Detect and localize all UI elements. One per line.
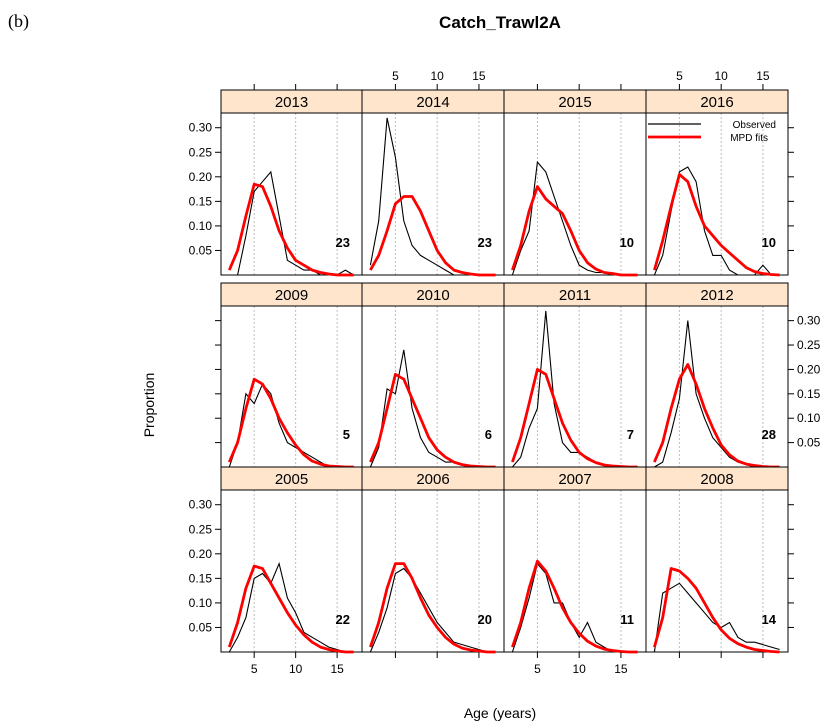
- y-tick-label: 0.10: [797, 411, 821, 425]
- fit-line-2010: [369, 372, 496, 469]
- panel-frame-2008: [645, 489, 789, 653]
- fit-line-2011: [511, 367, 638, 469]
- fit-line-2005: [227, 564, 354, 654]
- panel-strip-label-2008: 2008: [700, 471, 733, 488]
- fit-line-2013: [228, 182, 354, 277]
- y-tick-label: 0.20: [189, 547, 213, 561]
- figure-label: (b): [8, 11, 29, 32]
- x-tick-label: 5: [251, 662, 258, 676]
- x-tick-label: 15: [614, 662, 628, 676]
- x-tick-label: 5: [676, 69, 683, 83]
- observed-line-2015: [511, 160, 638, 276]
- panel-sample-size-2008: 14: [762, 612, 777, 627]
- x-tick-label: 5: [392, 69, 399, 83]
- y-axis-label: Proportion: [141, 373, 157, 438]
- y-tick-label: 0.15: [189, 194, 213, 208]
- x-tick-label: 15: [472, 69, 486, 83]
- panel-frame-2013: [220, 112, 363, 276]
- panel-strip-label-2012: 2012: [700, 287, 733, 304]
- legend-fit-label: MPD fits: [730, 133, 768, 144]
- y-tick-label: 0.20: [189, 170, 213, 184]
- panel-sample-size-2010: 6: [485, 427, 492, 442]
- panel-strip-label-2005: 2005: [275, 471, 308, 488]
- x-tick-label: 5: [534, 662, 541, 676]
- fit-line-2014: [369, 195, 496, 277]
- legend-observed-label: Observed: [733, 120, 776, 131]
- panel-frame-2006: [361, 489, 505, 653]
- panel-sample-size-2005: 22: [336, 612, 350, 627]
- observed-line-2005: [228, 561, 354, 653]
- panel-sample-size-2015: 10: [620, 235, 634, 250]
- y-tick-label: 0.25: [797, 338, 821, 352]
- panel-sample-size-2012: 28: [762, 427, 776, 442]
- y-tick-label: 0.15: [189, 571, 213, 585]
- y-tick-label: 0.10: [189, 219, 213, 233]
- fit-line-2015: [511, 185, 638, 277]
- panel-sample-size-2011: 7: [627, 427, 634, 442]
- panel-frame-2015: [503, 112, 647, 276]
- x-tick-label: 15: [756, 69, 770, 83]
- x-tick-label: 10: [289, 662, 303, 676]
- fit-line-2016: [653, 172, 780, 277]
- fit-line-2008: [653, 567, 780, 654]
- y-tick-label: 0.05: [797, 436, 821, 450]
- y-tick-label: 0.30: [189, 121, 213, 135]
- y-tick-label: 0.05: [189, 620, 213, 634]
- y-tick-label: 0.30: [797, 314, 821, 328]
- observed-line-2012: [654, 320, 780, 468]
- panel-sample-size-2016: 10: [762, 235, 776, 250]
- panel-sample-size-2007: 11: [620, 612, 634, 627]
- fit-line-2012: [653, 363, 780, 469]
- y-tick-label: 0.15: [797, 387, 821, 401]
- y-tick-label: 0.30: [189, 498, 213, 512]
- x-axis-label: Age (years): [464, 705, 536, 721]
- observed-line-2011: [511, 310, 638, 468]
- panel-strip-label-2010: 2010: [416, 287, 449, 304]
- panel-strip-label-2006: 2006: [416, 471, 449, 488]
- x-tick-label: 10: [430, 69, 444, 83]
- panel-frame-2014: [361, 112, 505, 276]
- y-tick-label: 0.25: [189, 145, 213, 159]
- y-tick-label: 0.05: [189, 243, 213, 257]
- panel-frame-2016: [645, 112, 789, 276]
- x-tick-label: 10: [714, 69, 728, 83]
- panel-sample-size-2013: 23: [336, 235, 350, 250]
- observed-line-2014: [369, 117, 496, 276]
- observed-line-2006: [369, 567, 496, 653]
- panel-strip-label-2015: 2015: [558, 94, 591, 111]
- fit-line-2009: [228, 377, 354, 469]
- panel-sample-size-2014: 23: [478, 235, 492, 250]
- observed-line-2013: [229, 170, 354, 276]
- panel-frame-2009: [220, 305, 363, 468]
- panel-strip-label-2016: 2016: [700, 94, 733, 111]
- x-tick-label: 10: [572, 662, 586, 676]
- x-tick-label: 15: [330, 662, 344, 676]
- legend: Observed MPD fits: [648, 120, 776, 144]
- fit-line-2007: [511, 559, 638, 654]
- observed-line-2010: [369, 349, 496, 468]
- panel-sample-size-2009: 5: [343, 427, 350, 442]
- panel-strip-label-2007: 2007: [558, 471, 591, 488]
- fit-line-2006: [369, 562, 496, 654]
- panel-sample-size-2006: 20: [478, 612, 492, 627]
- panel-strip-label-2009: 2009: [275, 287, 308, 304]
- y-tick-label: 0.20: [797, 362, 821, 376]
- y-tick-label: 0.25: [189, 522, 213, 536]
- panel-strip-label-2011: 2011: [559, 287, 591, 304]
- panel-strip-label-2013: 2013: [275, 94, 308, 111]
- panel-strip-label-2014: 2014: [416, 94, 449, 111]
- chart-title: Catch_Trawl2A: [439, 13, 561, 32]
- observed-line-2016: [653, 166, 780, 276]
- y-tick-label: 0.10: [189, 596, 213, 610]
